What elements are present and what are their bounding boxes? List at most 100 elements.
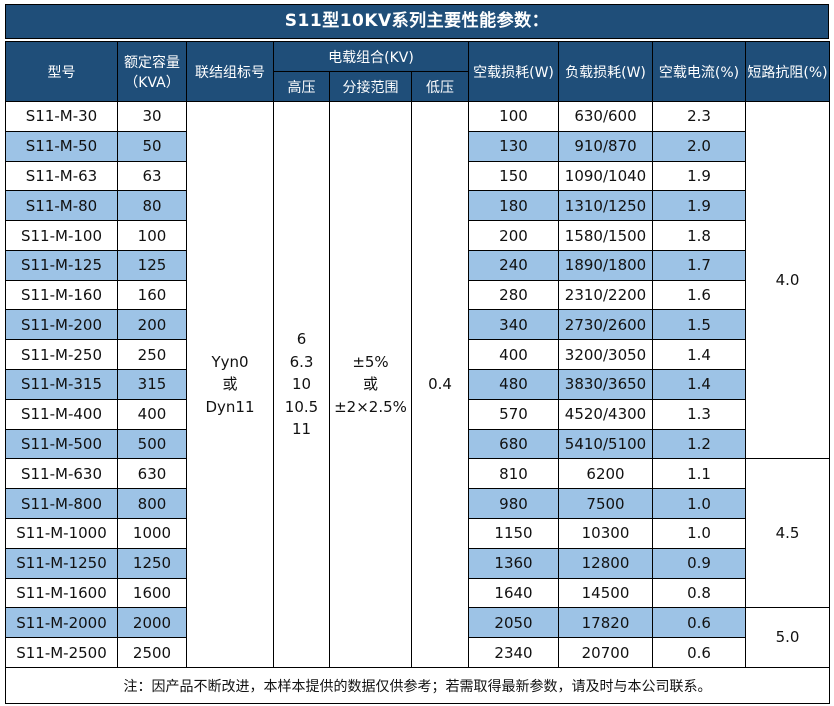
model-cell: S11-M-400 [5, 398, 118, 430]
table-body: S11-M-30 30 Yyn0 或 Dyn11 6 6.3 10 10.5 1… [5, 100, 830, 668]
model-cell: S11-M-125 [5, 249, 118, 281]
model-cell: S11-M-2000 [5, 607, 118, 639]
no-load-loss-cell: 280 [468, 279, 559, 311]
table-row: S11-M-1250 1250 1360 12800 0.9 [5, 547, 830, 579]
no-load-loss-cell: 100 [468, 101, 559, 132]
no-load-current-cell: 1.9 [652, 190, 746, 222]
page-title: S11型10KV系列主要性能参数： [5, 4, 829, 39]
model-cell: S11-M-160 [5, 279, 118, 311]
no-load-loss-cell: 400 [468, 339, 559, 371]
table-row: S11-M-500 500 680 5410/5100 1.2 [5, 428, 830, 460]
capacity-cell: 800 [117, 488, 187, 519]
load-loss-cell: 630/600 [558, 101, 653, 132]
impedance-cell: 4.0 [745, 100, 830, 460]
header-capacity: 额定容量 （KVA） [117, 41, 187, 102]
header-connection: 联结组标号 [186, 41, 274, 102]
spec-table: 型号 额定容量 （KVA） 联结组标号 电载组合(KV) 空载损耗(W) 负载损… [5, 41, 830, 704]
no-load-loss-cell: 130 [468, 130, 559, 162]
table-row: S11-M-100 100 200 1580/1500 1.8 [5, 220, 830, 251]
table-footer: 注：因产品不断改进，本样本提供的数据仅供参考；若需取得最新参数，请及时与本公司联… [5, 667, 830, 704]
load-loss-cell: 17820 [558, 607, 653, 639]
lv-cell: 0.4 [411, 101, 469, 668]
no-load-current-cell: 0.6 [652, 637, 746, 668]
capacity-cell: 400 [117, 398, 187, 430]
table-row: S11-M-160 160 280 2310/2200 1.6 [5, 279, 830, 311]
header-voltage-group: 电载组合(KV) [273, 41, 469, 72]
no-load-current-cell: 1.4 [652, 369, 746, 400]
no-load-loss-cell: 200 [468, 220, 559, 251]
model-cell: S11-M-500 [5, 428, 118, 460]
model-cell: S11-M-630 [5, 458, 118, 490]
capacity-cell: 200 [117, 309, 187, 341]
no-load-current-cell: 1.3 [652, 398, 746, 430]
header-no-load-loss: 空载损耗(W) [468, 41, 559, 102]
capacity-cell: 1000 [117, 517, 187, 549]
no-load-current-cell: 1.4 [652, 339, 746, 371]
load-loss-cell: 1580/1500 [558, 220, 653, 251]
hv-cell: 6 6.3 10 10.5 11 [273, 101, 330, 668]
capacity-cell: 315 [117, 369, 187, 400]
model-cell: S11-M-63 [5, 160, 118, 192]
capacity-cell: 63 [117, 160, 187, 192]
connection-cell: Yyn0 或 Dyn11 [186, 101, 274, 668]
no-load-current-cell: 2.3 [652, 101, 746, 132]
model-cell: S11-M-50 [5, 130, 118, 162]
no-load-loss-cell: 810 [468, 458, 559, 490]
load-loss-cell: 7500 [558, 488, 653, 519]
load-loss-cell: 1890/1800 [558, 249, 653, 281]
no-load-loss-cell: 2340 [468, 637, 559, 668]
header-impedance: 短路抗阻(%) [745, 41, 830, 102]
header-model: 型号 [5, 41, 118, 102]
no-load-loss-cell: 1640 [468, 577, 559, 609]
table-row: S11-M-63 63 150 1090/1040 1.9 [5, 160, 830, 192]
model-cell: S11-M-1600 [5, 577, 118, 609]
capacity-cell: 80 [117, 190, 187, 222]
model-cell: S11-M-800 [5, 488, 118, 519]
no-load-loss-cell: 340 [468, 309, 559, 341]
no-load-current-cell: 1.2 [652, 428, 746, 460]
capacity-cell: 100 [117, 220, 187, 251]
no-load-current-cell: 0.8 [652, 577, 746, 609]
table-row: S11-M-50 50 130 910/870 2.0 [5, 130, 830, 162]
load-loss-cell: 1310/1250 [558, 190, 653, 222]
load-loss-cell: 20700 [558, 637, 653, 668]
header-hv: 高压 [273, 71, 330, 102]
capacity-cell: 2000 [117, 607, 187, 639]
no-load-current-cell: 0.9 [652, 547, 746, 579]
header-lv: 低压 [411, 71, 469, 102]
table-row: S11-M-30 30 Yyn0 或 Dyn11 6 6.3 10 10.5 1… [5, 100, 830, 668]
no-load-current-cell: 1.0 [652, 517, 746, 549]
load-loss-cell: 10300 [558, 517, 653, 549]
table-row: S11-M-80 80 180 1310/1250 1.9 [5, 190, 830, 222]
load-loss-cell: 910/870 [558, 130, 653, 162]
capacity-cell: 30 [117, 101, 187, 132]
no-load-loss-cell: 1360 [468, 547, 559, 579]
no-load-loss-cell: 240 [468, 249, 559, 281]
no-load-current-cell: 1.8 [652, 220, 746, 251]
footer-note: 注：因产品不断改进，本样本提供的数据仅供参考；若需取得最新参数，请及时与本公司联… [5, 667, 830, 704]
model-cell: S11-M-1250 [5, 547, 118, 579]
load-loss-cell: 6200 [558, 458, 653, 490]
model-cell: S11-M-2500 [5, 637, 118, 668]
no-load-loss-cell: 180 [468, 190, 559, 222]
impedance-cell: 4.5 [745, 458, 830, 609]
table-row: S11-M-250 250 400 3200/3050 1.4 [5, 339, 830, 371]
no-load-current-cell: 1.7 [652, 249, 746, 281]
capacity-cell: 500 [117, 428, 187, 460]
model-cell: S11-M-100 [5, 220, 118, 251]
no-load-current-cell: 1.9 [652, 160, 746, 192]
model-cell: S11-M-30 [5, 101, 118, 132]
no-load-current-cell: 1.0 [652, 488, 746, 519]
no-load-loss-cell: 570 [468, 398, 559, 430]
table-row: S11-M-200 200 340 2730/2600 1.5 [5, 309, 830, 341]
no-load-loss-cell: 480 [468, 369, 559, 400]
model-cell: S11-M-200 [5, 309, 118, 341]
capacity-cell: 50 [117, 130, 187, 162]
load-loss-cell: 12800 [558, 547, 653, 579]
no-load-loss-cell: 680 [468, 428, 559, 460]
table-row: S11-M-630 630 810 6200 1.1 4.5 [5, 458, 830, 609]
table-row: S11-M-2500 2500 2340 20700 0.6 [5, 637, 830, 668]
table-row: S11-M-400 400 570 4520/4300 1.3 [5, 398, 830, 430]
model-cell: S11-M-250 [5, 339, 118, 371]
load-loss-cell: 3200/3050 [558, 339, 653, 371]
